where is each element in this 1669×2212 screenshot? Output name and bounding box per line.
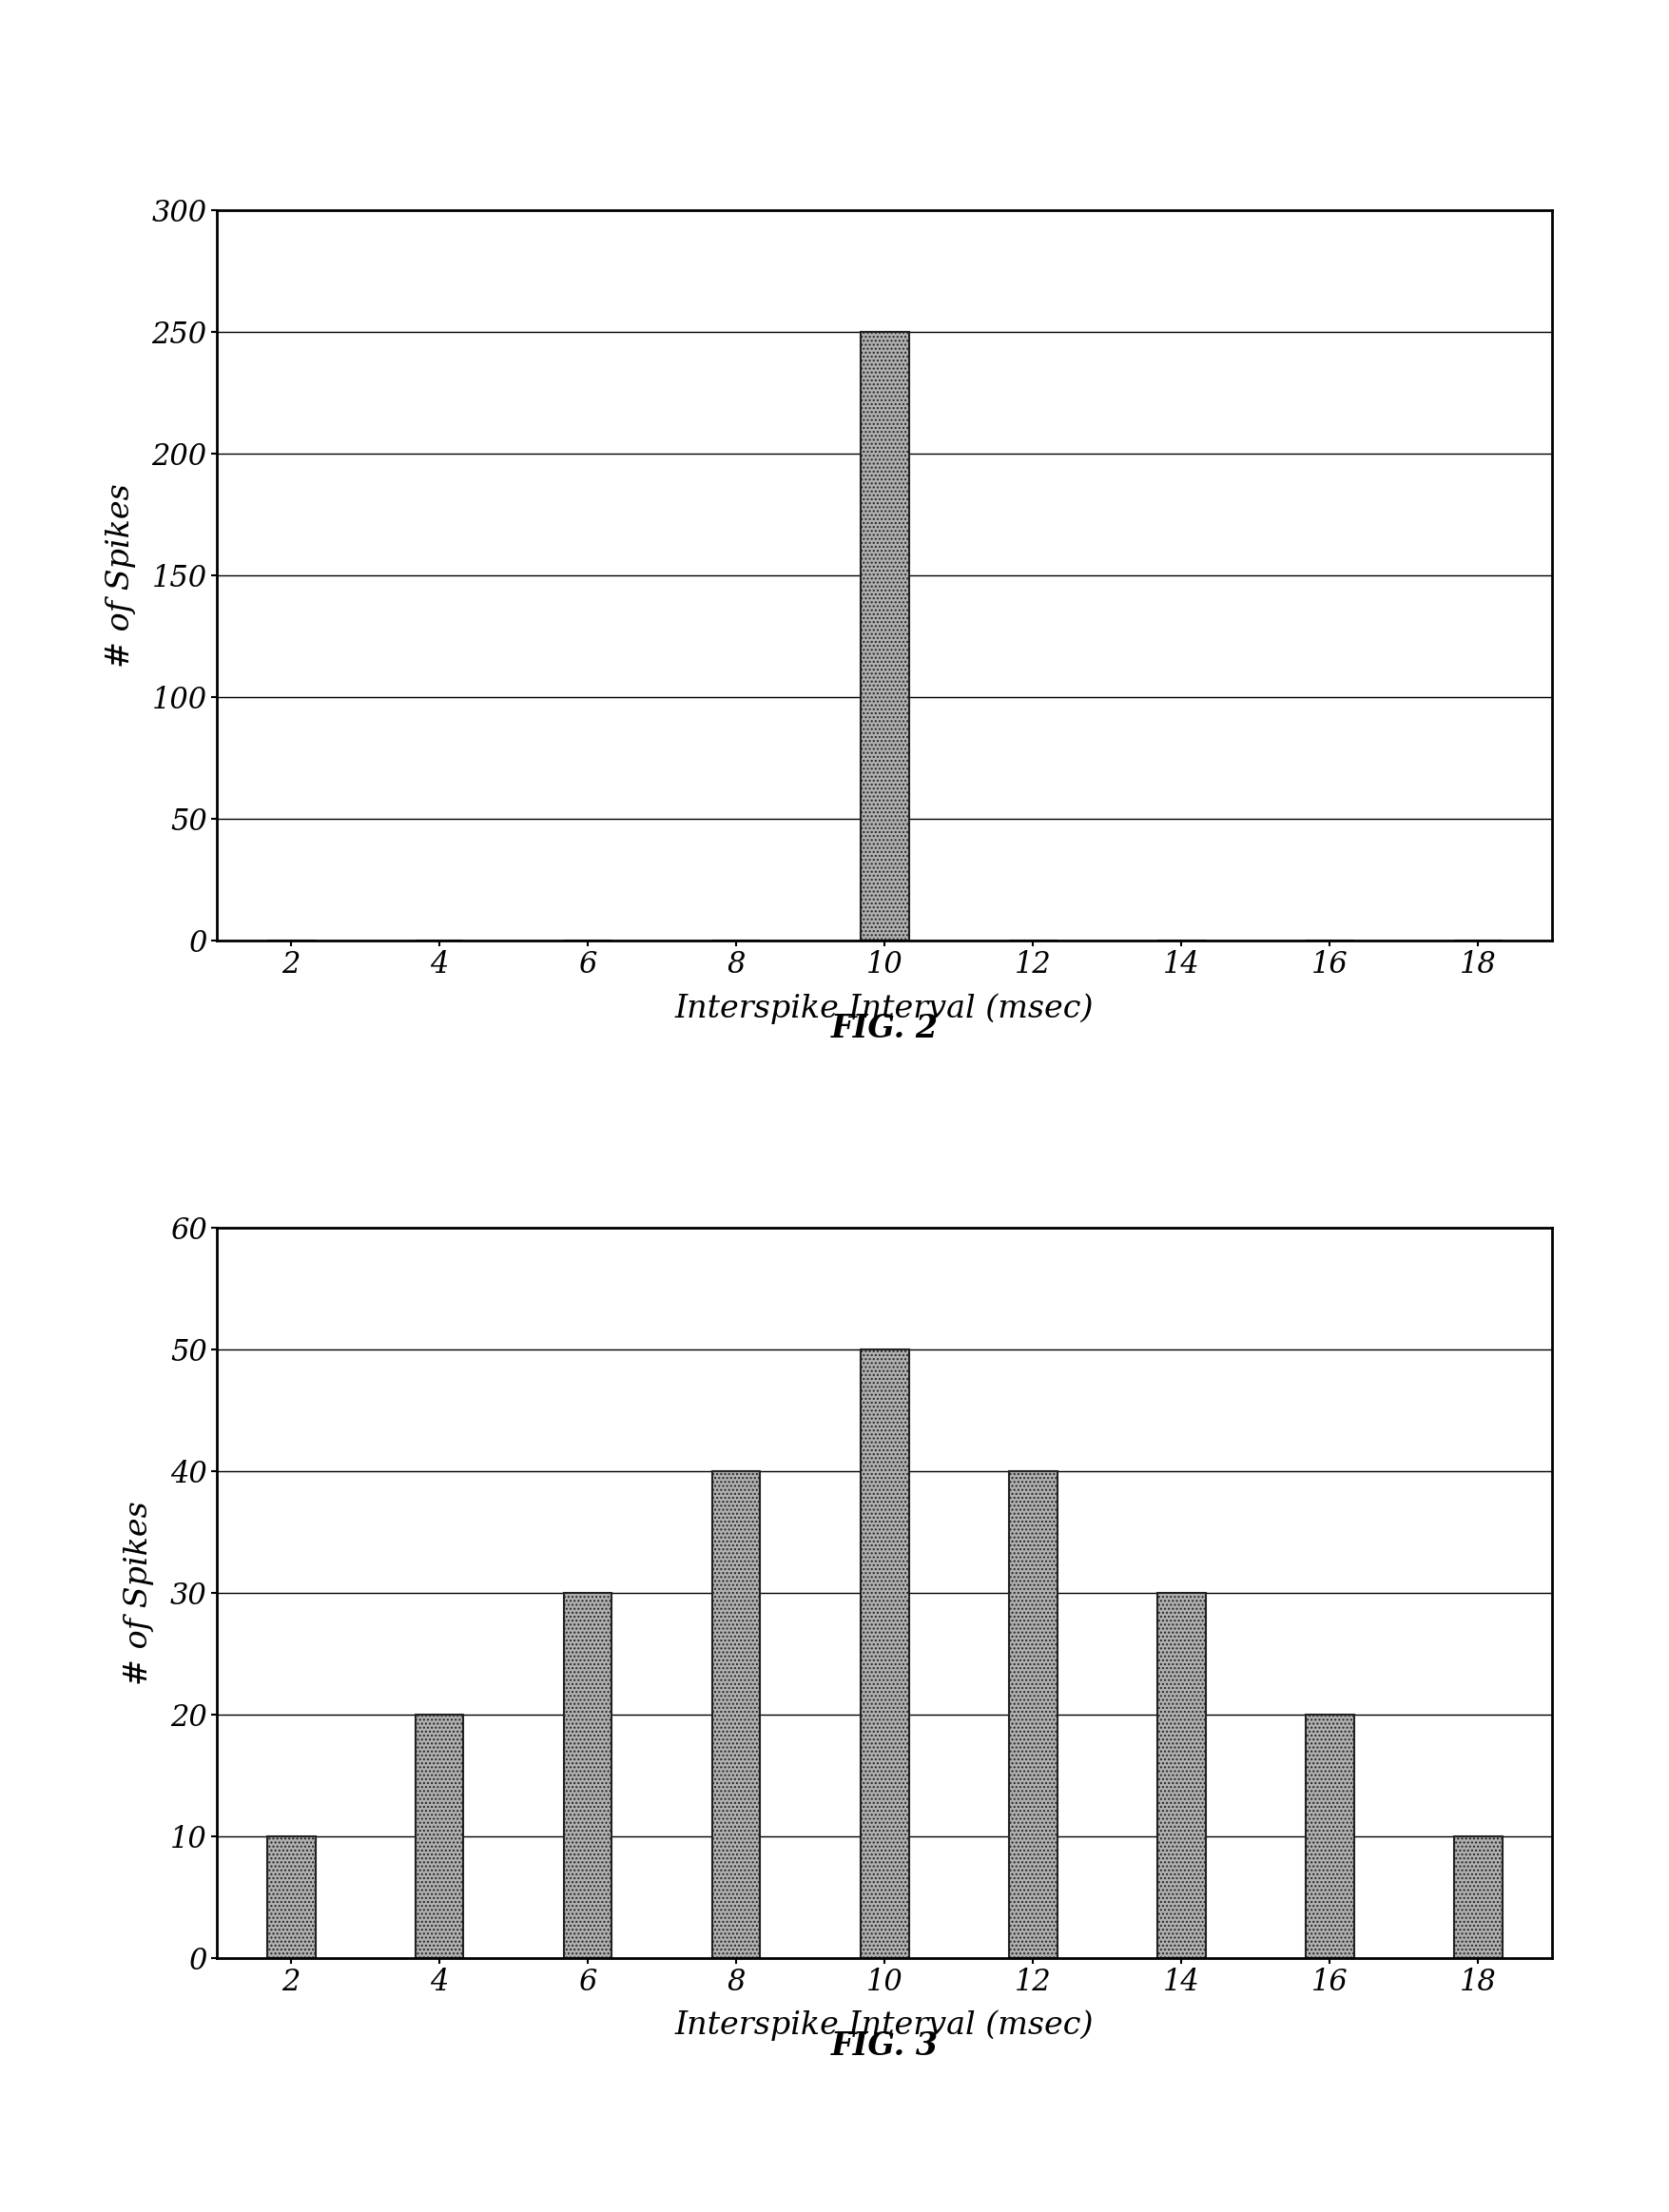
Bar bbox=[861, 332, 908, 940]
Bar bbox=[1305, 1714, 1354, 1958]
Bar bbox=[713, 1471, 761, 1958]
Bar bbox=[861, 1349, 908, 1958]
Bar bbox=[1157, 1593, 1205, 1958]
Bar bbox=[416, 1714, 464, 1958]
Y-axis label: # of Spikes: # of Spikes bbox=[105, 482, 135, 668]
Bar bbox=[564, 1593, 613, 1958]
Text: FIG. 2: FIG. 2 bbox=[831, 1013, 938, 1044]
Bar bbox=[1454, 1836, 1502, 1958]
Bar bbox=[267, 1836, 315, 1958]
X-axis label: Interspike Interval (msec): Interspike Interval (msec) bbox=[676, 2011, 1093, 2042]
Text: FIG. 3: FIG. 3 bbox=[831, 2031, 938, 2062]
X-axis label: Interspike Interval (msec): Interspike Interval (msec) bbox=[676, 993, 1093, 1024]
Bar bbox=[1008, 1471, 1056, 1958]
Y-axis label: # of Spikes: # of Spikes bbox=[124, 1500, 154, 1686]
